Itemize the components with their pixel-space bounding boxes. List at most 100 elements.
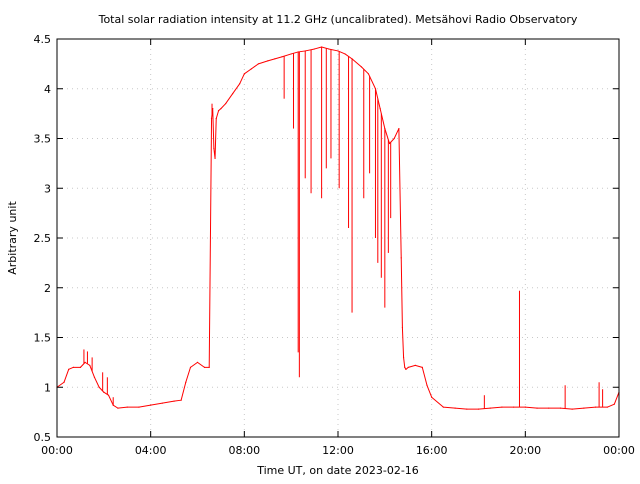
data-point: [536, 407, 538, 409]
y-tick-label: 0.5: [34, 431, 52, 444]
data-point: [213, 147, 215, 150]
data-point: [489, 407, 491, 409]
data-point: [431, 396, 433, 398]
data-point: [98, 386, 100, 388]
ticks: 0.5 1 1.5 2 2.5 3 3.5 4 4.5 00:00 04:00 08:00 12:00 1…: [34, 33, 635, 457]
data-point: [126, 406, 128, 408]
data-point: [189, 366, 192, 368]
data-point: [150, 404, 152, 406]
y-tick-label: 1: [44, 381, 51, 394]
data-point: [117, 407, 119, 409]
data-point: [232, 93, 234, 95]
data-point: [337, 50, 339, 52]
chart-title: Total solar radiation intensity at 11.2 …: [98, 13, 578, 26]
y-tick-label: 2.5: [34, 232, 52, 245]
data-point: [217, 110, 220, 112]
grid: [57, 39, 619, 437]
data-point: [210, 118, 213, 120]
data-point: [68, 368, 70, 370]
data-point: [404, 366, 406, 368]
data-point: [477, 408, 480, 410]
y-tick-label: 3: [44, 182, 51, 195]
y-tick-label: 2: [44, 282, 51, 295]
data-point: [274, 58, 276, 60]
series-line: [56, 46, 620, 410]
x-axis-label: Time UT, on date 2023-02-16: [256, 464, 419, 477]
data-point: [84, 361, 86, 363]
data-point: [513, 406, 515, 408]
data-point: [93, 376, 96, 378]
data-point: [63, 381, 65, 383]
data-point: [161, 402, 163, 404]
x-tick-label: 16:00: [416, 444, 448, 457]
x-tick-label: 12:00: [322, 444, 354, 457]
data-point: [72, 366, 74, 368]
data-point: [606, 406, 608, 408]
data-point: [79, 366, 82, 368]
y-tick-label: 1.5: [34, 332, 52, 345]
data-point: [328, 48, 330, 50]
data-point: [379, 108, 381, 110]
data-point: [405, 368, 407, 370]
data-point: [426, 384, 428, 386]
data-point: [267, 60, 269, 62]
x-tick-label: 04:00: [135, 444, 167, 457]
data-point: [559, 407, 562, 409]
data-point: [613, 403, 615, 405]
data-point: [215, 118, 217, 120]
data-point: [180, 399, 182, 401]
data-point: [185, 381, 187, 383]
data-point: [571, 408, 573, 410]
data-point: [393, 137, 395, 140]
data-point: [243, 73, 245, 75]
data-point: [466, 408, 468, 410]
data-point: [388, 142, 391, 145]
data-point: [442, 406, 444, 408]
data-point: [203, 366, 206, 368]
data-point: [89, 364, 91, 366]
data-point: [524, 406, 526, 408]
data-point: [196, 361, 199, 363]
data-point: [398, 127, 400, 130]
data-point: [214, 157, 216, 159]
data-point: [367, 73, 370, 75]
x-tick-label: 08:00: [228, 444, 260, 457]
data-point: [107, 394, 110, 396]
data-point: [401, 326, 403, 329]
data-point: [360, 66, 363, 68]
data-point: [583, 407, 585, 409]
data-point: [173, 400, 175, 402]
data-point: [548, 407, 550, 409]
y-axis-label: Arbitrary unit: [6, 201, 19, 275]
data-point: [344, 53, 346, 55]
data-point: [225, 103, 227, 105]
data-point: [414, 364, 416, 366]
data-point: [313, 48, 316, 50]
x-tick-label: 00:00: [603, 444, 635, 457]
y-tick-label: 3.5: [34, 133, 52, 146]
data-point: [138, 406, 140, 408]
data-point: [594, 406, 597, 408]
data-point: [239, 83, 241, 85]
data-point: [220, 108, 222, 110]
series-layer: [56, 46, 620, 410]
data-point: [250, 68, 252, 70]
x-tick-label: 00:00: [41, 444, 73, 457]
data-point: [281, 56, 283, 58]
data-point: [257, 63, 259, 65]
data-point: [407, 366, 409, 368]
data-point: [454, 407, 456, 409]
x-tick-label: 20:00: [509, 444, 541, 457]
y-tick-label: 4: [44, 83, 51, 96]
y-tick-label: 4.5: [34, 33, 52, 46]
data-point: [402, 356, 405, 358]
series-group: [56, 46, 620, 410]
data-point: [208, 366, 210, 368]
data-point: [290, 53, 292, 55]
data-point: [421, 366, 423, 368]
data-point: [103, 391, 105, 393]
data-point: [400, 257, 402, 259]
